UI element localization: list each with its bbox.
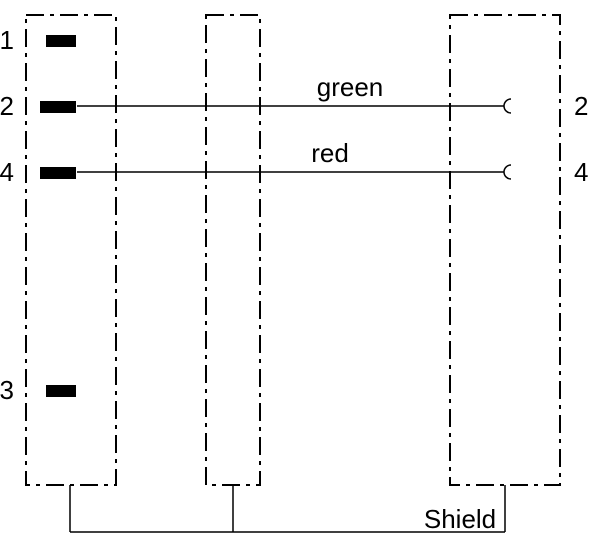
left-pin-label-1: 1 — [0, 25, 14, 55]
left-pin-label-4: 4 — [0, 157, 14, 187]
wire-label-green: green — [317, 72, 384, 102]
left-pin-label-2: 2 — [0, 91, 14, 121]
left-pin-block-4 — [40, 167, 76, 179]
left-pin-label-3: 3 — [0, 375, 14, 405]
canvas-bg — [0, 0, 600, 551]
left-pin-block-1 — [46, 35, 76, 47]
wiring-diagram: 1 2 4 3 green red 2 4 Shield — [0, 0, 600, 551]
wire-label-red: red — [311, 138, 349, 168]
left-pin-block-3 — [46, 385, 76, 397]
left-pin-block-2 — [40, 101, 76, 113]
right-pin-label-2: 2 — [574, 91, 588, 121]
shield-label: Shield — [424, 504, 496, 534]
right-pin-label-4: 4 — [574, 157, 588, 187]
